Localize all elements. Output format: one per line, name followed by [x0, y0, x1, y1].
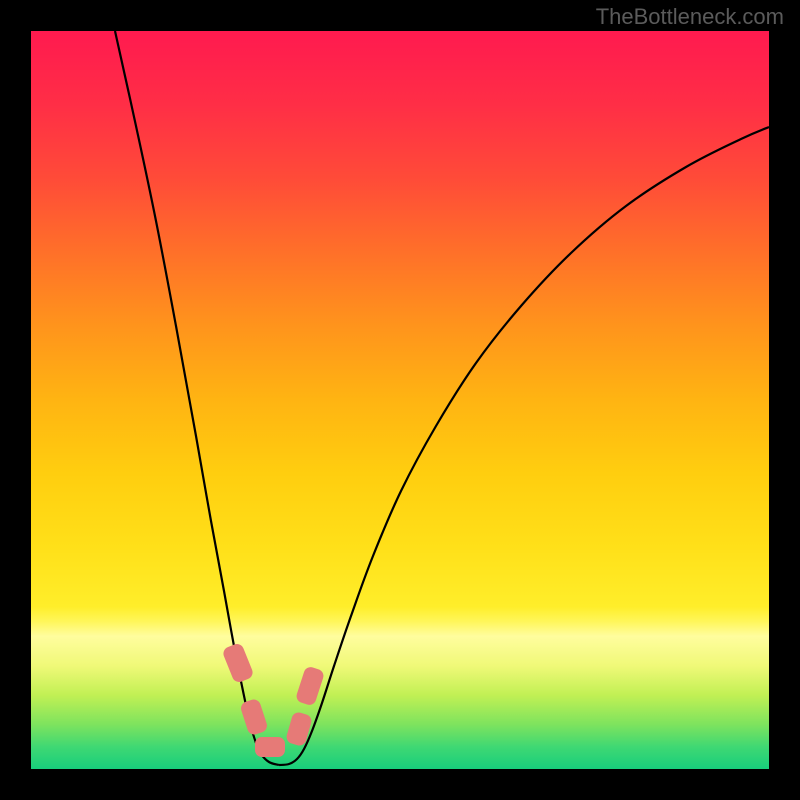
trough-marker: [239, 698, 269, 737]
curve-layer: [31, 31, 769, 769]
trough-marker: [285, 711, 313, 747]
curve-left-branch: [115, 31, 279, 765]
trough-marker: [221, 642, 254, 684]
chart-plot-area: [31, 31, 769, 769]
curve-right-branch: [279, 127, 769, 765]
trough-markers: [221, 642, 325, 757]
watermark-text: TheBottleneck.com: [596, 4, 784, 30]
trough-marker: [295, 665, 325, 706]
trough-marker: [255, 737, 285, 757]
